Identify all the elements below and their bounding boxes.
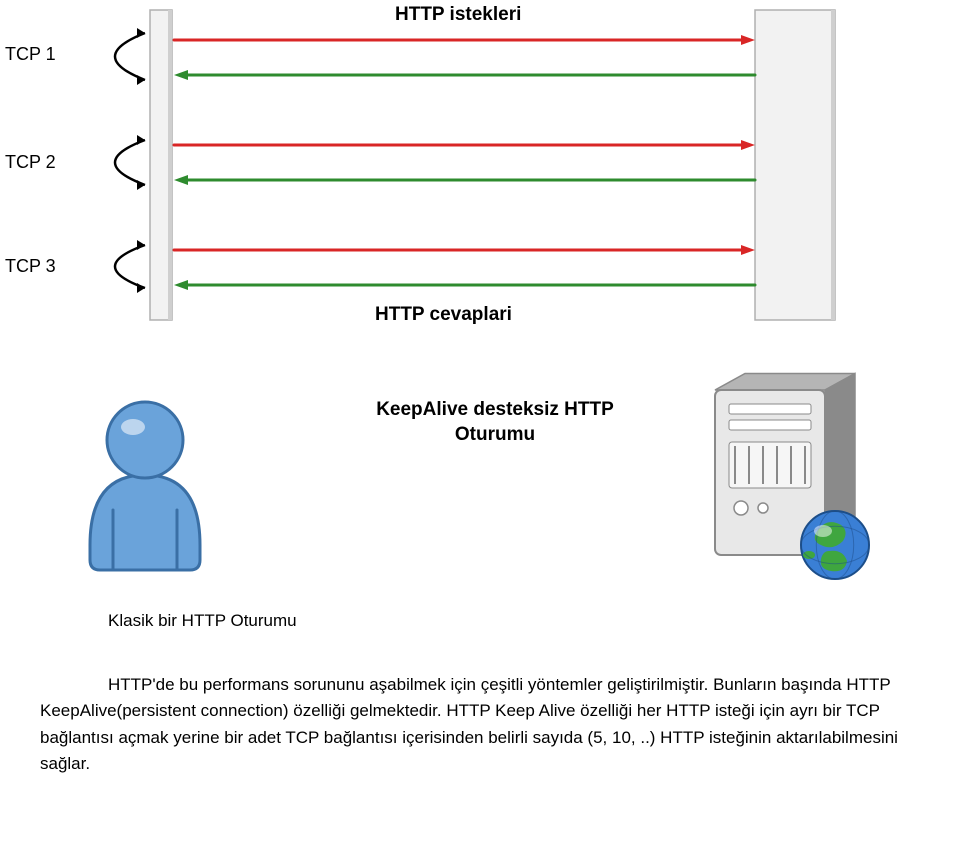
response-arrows xyxy=(174,70,755,290)
timeline-bars xyxy=(150,10,835,320)
person-icon xyxy=(90,402,200,570)
diagram-svg xyxy=(0,0,960,600)
server-icon xyxy=(715,374,869,580)
tcp-arcs xyxy=(115,28,145,293)
request-arrows xyxy=(174,35,755,255)
figure-caption: Klasik bir HTTP Oturumu xyxy=(108,608,297,634)
body-paragraph: HTTP'de bu performans sorununu aşabilmek… xyxy=(40,672,920,777)
